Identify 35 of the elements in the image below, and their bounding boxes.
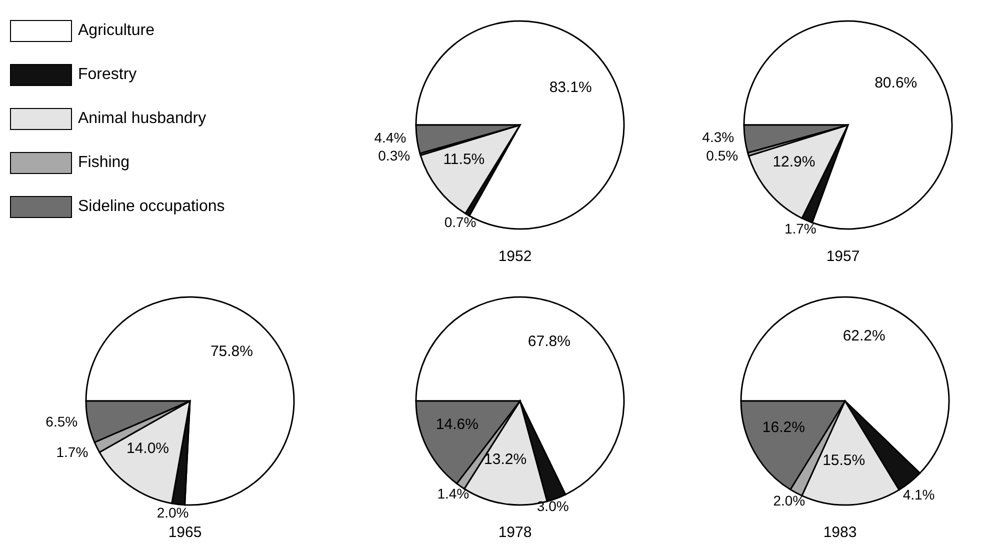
data-label: 83.1% xyxy=(549,78,592,96)
legend-label: Animal husbandry xyxy=(78,110,206,128)
data-label: 13.2% xyxy=(484,451,527,468)
data-label: 3.0% xyxy=(536,498,569,514)
text: 1983 xyxy=(822,524,858,541)
data-label: 0.3% xyxy=(378,148,410,164)
data-label: 0.7% xyxy=(444,214,476,230)
data-label: 4.3% xyxy=(702,128,734,145)
data-label: 4.4% xyxy=(374,129,406,146)
legend-label: Sideline occupations xyxy=(78,198,225,216)
text: 1957 xyxy=(825,248,861,265)
data-label: 12.9% xyxy=(772,153,816,170)
data-label: 14.6% xyxy=(436,416,478,434)
data-label: 1.7% xyxy=(56,444,88,460)
text: 1965 xyxy=(167,524,203,541)
data-label: 0.5% xyxy=(706,148,738,164)
data-label: 11.5% xyxy=(443,150,485,168)
data-label: 15.5% xyxy=(822,452,866,469)
data-label: 80.6% xyxy=(874,74,918,92)
legend-label: Forestry xyxy=(78,66,137,84)
text: 1952 xyxy=(497,248,533,265)
data-label: 16.2% xyxy=(762,418,805,436)
data-label: 14.0% xyxy=(126,440,170,458)
data-label: 2.0% xyxy=(773,492,806,508)
data-label: 6.5% xyxy=(46,414,78,430)
data-label: 1.7% xyxy=(784,220,816,236)
data-label: 1.4% xyxy=(437,486,470,502)
text: 1978 xyxy=(497,524,533,541)
data-label: 75.8% xyxy=(210,343,253,360)
data-label: 62.2% xyxy=(842,328,886,345)
legend-label: Fishing xyxy=(78,154,130,172)
data-label: 67.8% xyxy=(528,332,570,350)
legend-label: Agriculture xyxy=(78,22,154,40)
data-label: 4.1% xyxy=(902,486,935,502)
data-label: 2.0% xyxy=(156,504,189,520)
